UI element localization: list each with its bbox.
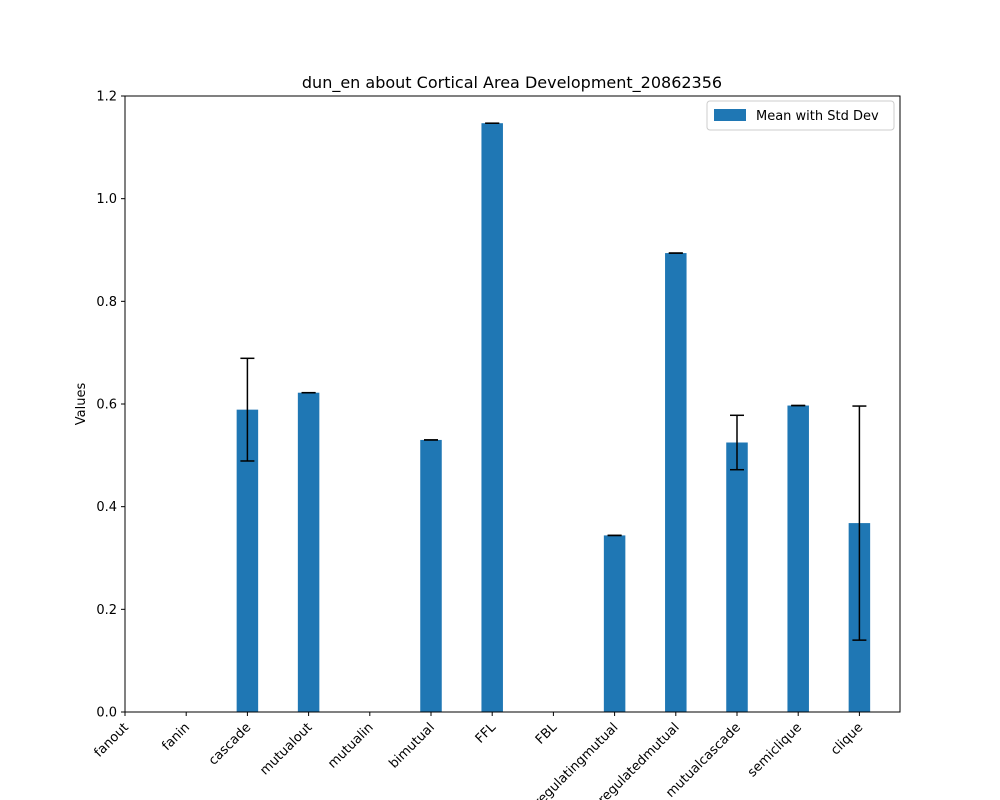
- error-bar-cascade: [240, 357, 255, 462]
- y-tick-label: 0.8: [96, 295, 117, 310]
- x-tick-label: mutualout: [257, 720, 315, 778]
- x-tick-label: cascade: [206, 720, 254, 768]
- y-tick-label: 0.0: [96, 706, 117, 721]
- bar-regulatedmutual: [665, 253, 687, 712]
- x-tick-label: fanin: [159, 720, 193, 754]
- bars-layer: [236, 123, 871, 712]
- y-tick-label: 0.2: [96, 603, 117, 618]
- y-axis: 0.0 0.2 0.4 0.6 0.8 1.0 1.2: [96, 90, 125, 721]
- x-tick-label: FFL: [473, 720, 500, 747]
- y-tick-label: 1.0: [96, 192, 117, 207]
- bar-cascade: [236, 409, 259, 712]
- legend: Mean with Std Dev: [706, 100, 895, 131]
- bar-regulatingmutual: [603, 535, 626, 712]
- y-tick-label: 0.4: [96, 500, 117, 515]
- x-tick-label: semiclique: [745, 720, 805, 780]
- error-bar-clique: [852, 405, 867, 641]
- bar-mutualcascade: [726, 442, 748, 712]
- error-bar-mutualcascade: [730, 414, 744, 471]
- y-tick-label: 1.2: [96, 90, 117, 105]
- x-tick-label: FBL: [533, 720, 561, 748]
- x-tick-label: fanout: [91, 720, 131, 760]
- legend-box: [706, 100, 895, 131]
- x-tick-label: clique: [828, 720, 866, 758]
- y-axis-label: Values: [74, 383, 89, 426]
- x-tick-label: bimutual: [386, 720, 437, 771]
- legend-swatch: [714, 109, 746, 121]
- legend-label: Mean with Std Dev: [756, 109, 879, 124]
- bar-semiclique: [787, 405, 809, 712]
- bar-FFL: [481, 123, 503, 712]
- y-tick-label: 0.6: [96, 398, 117, 413]
- bar-bimutual: [420, 439, 442, 712]
- x-tick-label: mutualin: [325, 720, 376, 771]
- bar-mutualout: [297, 392, 320, 712]
- chart-title: dun_en about Cortical Area Development_2…: [302, 73, 722, 93]
- x-axis: fanout fanin cascade mutualout mutualin bimut…: [91, 712, 866, 800]
- error-bars-layer: [240, 122, 867, 641]
